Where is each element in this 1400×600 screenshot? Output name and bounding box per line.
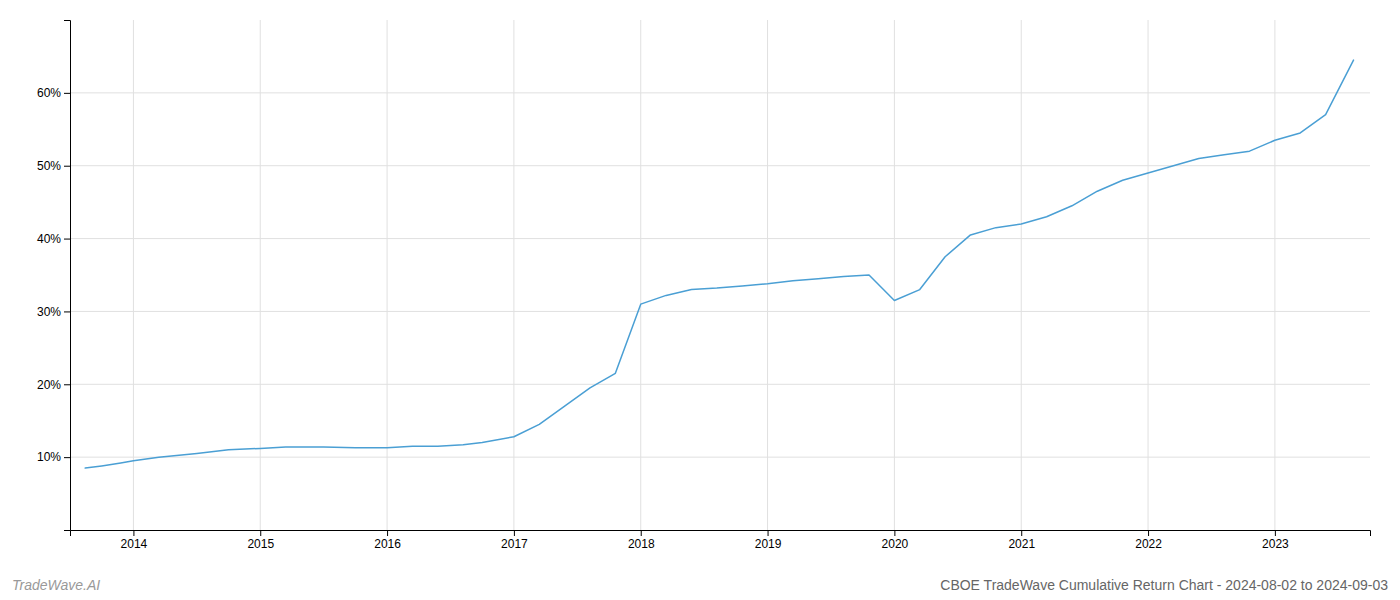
grid-line-x: [387, 20, 388, 530]
grid-line-x: [640, 20, 641, 530]
x-axis-tick-label: 2023: [1262, 537, 1289, 551]
y-axis-tick: 20%: [37, 378, 70, 392]
x-axis-tick-label: 2019: [755, 537, 782, 551]
annotation: TradeWave.AI: [12, 577, 100, 593]
x-axis-tick-label: 2016: [374, 537, 401, 551]
grid-line-y: [70, 311, 1370, 312]
y-axis-tick-mark: [64, 384, 70, 385]
grid-line-x: [1274, 20, 1275, 530]
x-axis: 2014 2015 2016 2017 2018 2019 2020 2021 2022 2023: [71, 530, 1371, 551]
x-axis-tick-label: 2022: [1135, 537, 1162, 551]
grid: [70, 20, 1370, 530]
y-axis-tick-mark: [64, 93, 70, 94]
y-axis-tick: 30%: [37, 305, 70, 319]
line: [85, 60, 1353, 468]
x-axis-tick: 2021: [1008, 530, 1035, 551]
x-axis-tick: 2023: [1262, 530, 1289, 551]
grid-line-y: [70, 92, 1370, 93]
chart: 2014 2015 2016 2017 2018 2019 2020 2021 2022 2023…: [0, 0, 1400, 600]
title: CBOE TradeWave Cumulative Return Chart -…: [940, 577, 1388, 593]
y-axis-tick-mark: [64, 311, 70, 312]
grid-line-x: [767, 20, 768, 530]
y-axis-tick: 10%: [37, 450, 70, 464]
y-axis-tick: 50%: [37, 159, 70, 173]
x-axis-tick: 2020: [882, 530, 909, 551]
y-axis-tick-mark: [64, 457, 70, 458]
y-axis-tick: 40%: [37, 232, 70, 246]
x-axis-tick-mark: [514, 530, 515, 536]
x-axis-tick: 2022: [1135, 530, 1162, 551]
grid-line-x: [1148, 20, 1149, 530]
x-axis-tick-label: 2015: [247, 537, 274, 551]
x-axis-tick-mark: [1021, 530, 1022, 536]
x-axis-tick: 2016: [374, 530, 401, 551]
grid-line-x: [894, 20, 895, 530]
x-axis-tick: 2015: [247, 530, 274, 551]
x-axis-tick-mark: [1148, 530, 1149, 536]
y-axis-tick-label: 40%: [37, 232, 61, 246]
x-axis-tick-mark: [133, 530, 134, 536]
grid-line-y: [70, 384, 1370, 385]
y-axis-tick-label: 20%: [37, 378, 61, 392]
plot: 2014 2015 2016 2017 2018 2019 2020 2021 2022 2023…: [37, 20, 1371, 551]
x-axis-tick-label: 2014: [121, 537, 148, 551]
x-axis-tick-mark: [387, 530, 388, 536]
x-axis-tick-label: 2021: [1008, 537, 1035, 551]
x-axis-tick: 2017: [501, 530, 528, 551]
x-axis-tick-mark: [641, 530, 642, 536]
x-axis-tick-mark: [260, 530, 261, 536]
y-axis: 10% 20% 30% 40% 50% 60%: [37, 21, 71, 531]
y-axis-tick-label: 30%: [37, 305, 61, 319]
grid-line-y: [70, 457, 1370, 458]
x-axis-tick: 2014: [121, 530, 148, 551]
y-axis-line: [64, 21, 71, 531]
y-axis-tick-mark: [64, 166, 70, 167]
grid-line-x: [260, 20, 261, 530]
y-axis-tick-label: 10%: [37, 450, 61, 464]
marks: [85, 60, 1353, 468]
grid-line-x: [133, 20, 134, 530]
x-axis-tick: 2018: [628, 530, 655, 551]
y-axis-tick-label: 50%: [37, 159, 61, 173]
y-axis-tick-label: 60%: [37, 86, 61, 100]
x-axis-tick-mark: [1275, 530, 1276, 536]
x-axis-tick-label: 2020: [882, 537, 909, 551]
x-axis-tick: 2019: [755, 530, 782, 551]
x-axis-tick-mark: [768, 530, 769, 536]
x-axis-tick-label: 2017: [501, 537, 528, 551]
x-axis-line: [71, 531, 1371, 537]
x-axis-tick-mark: [894, 530, 895, 536]
grid-line-x: [513, 20, 514, 530]
y-axis-tick: 60%: [37, 86, 70, 100]
x-axis-tick-label: 2018: [628, 537, 655, 551]
grid-line-y: [70, 238, 1370, 239]
grid-line-x: [1021, 20, 1022, 530]
y-axis-tick-mark: [64, 239, 70, 240]
